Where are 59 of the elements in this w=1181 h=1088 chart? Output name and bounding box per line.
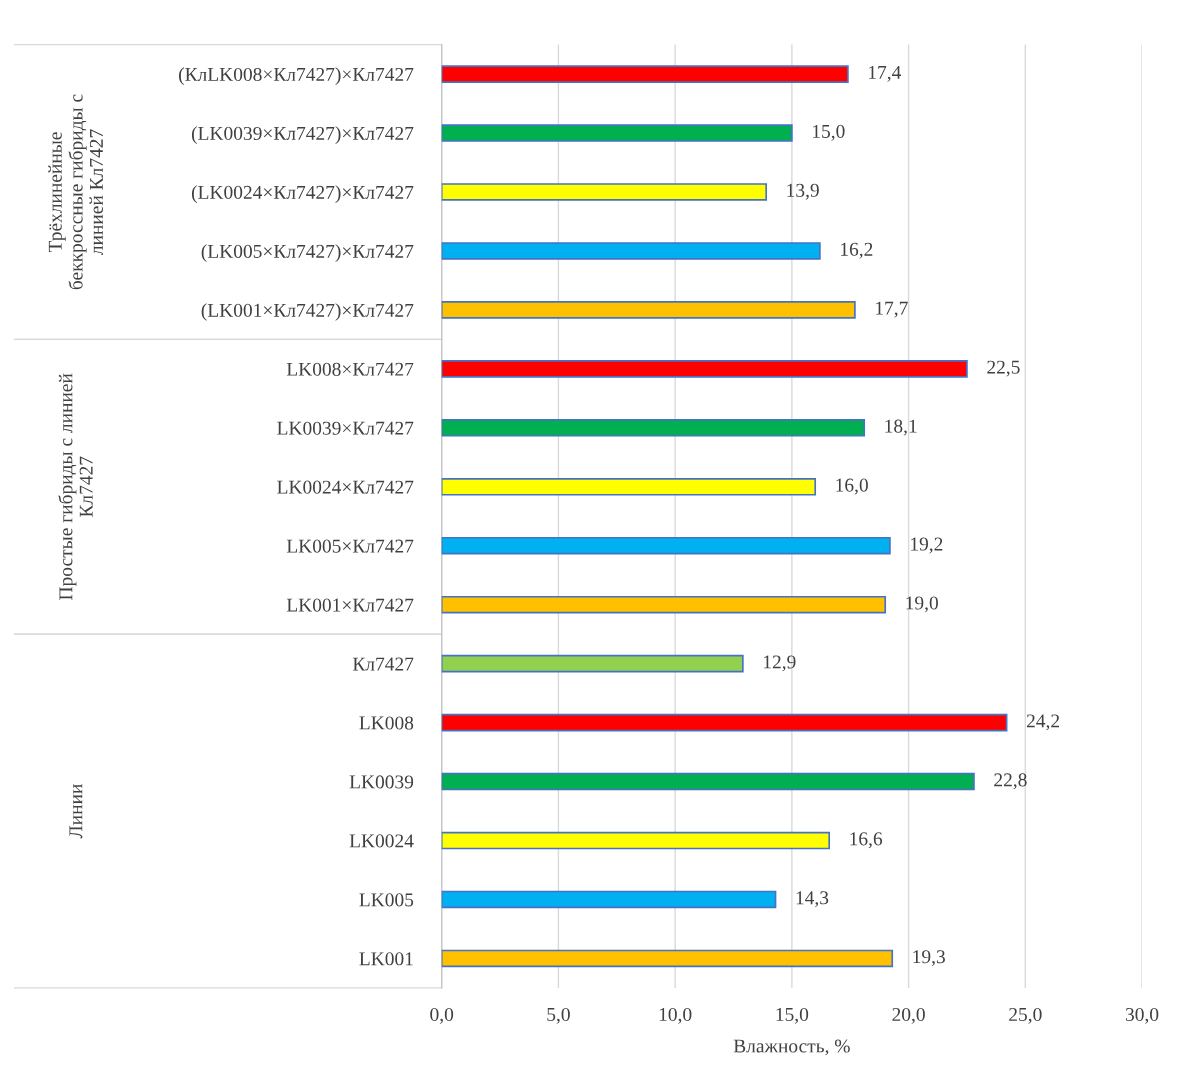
x-tick-label: 30,0 <box>1125 1007 1159 1024</box>
data-label: 12,9 <box>763 655 796 672</box>
y-tick-label: Кл7427 <box>352 657 414 671</box>
data-label: 17,4 <box>869 65 902 82</box>
y-tick-label: LK0039×Кл7427 <box>277 421 414 435</box>
bar <box>441 301 856 319</box>
bar <box>441 772 975 791</box>
x-axis-title: Влажность, % <box>733 1039 850 1056</box>
y-tick-label: LK008×Кл7427 <box>286 362 414 376</box>
text: Простые гибриды с линией Кл7427 <box>58 373 93 600</box>
data-label: 14,3 <box>796 891 829 908</box>
bar <box>441 419 866 437</box>
data-label: 17,7 <box>876 301 908 318</box>
bar <box>441 536 891 555</box>
bar <box>441 65 849 83</box>
bar <box>441 831 831 850</box>
y-tick-label: (LK001×Кл7427)×Кл7427 <box>201 303 414 321</box>
bar <box>441 477 817 496</box>
data-label: 19,3 <box>913 950 945 967</box>
x-tick-label: 5,0 <box>547 1007 570 1024</box>
data-label: 24,2 <box>1026 714 1060 731</box>
y-tick-label: (LK0039×Кл7427)×Кл7427 <box>191 126 414 144</box>
data-label: 19,2 <box>911 537 943 554</box>
bar <box>441 890 777 909</box>
x-tick-label: 10,0 <box>659 1007 692 1024</box>
x-tick-label: 0,0 <box>430 1007 454 1024</box>
data-label: 16,0 <box>836 478 868 495</box>
y-tick-label: (LK0024×Кл7427)×Кл7427 <box>191 185 414 203</box>
data-label: 16,2 <box>841 242 873 259</box>
text: Линии <box>69 784 83 839</box>
data-label: 19,0 <box>906 596 938 613</box>
bar <box>441 242 821 260</box>
data-label: 15,0 <box>813 124 845 141</box>
y-tick-label: (LK005×Кл7427)×Кл7427 <box>201 244 414 262</box>
y-tick-label: (КлLK008×Кл7427)×Кл7427 <box>179 67 414 85</box>
data-label: 22,5 <box>987 360 1020 377</box>
bar <box>441 654 744 673</box>
text: Трёхлинейные беккроссные гибриды с линией Кл7427 <box>48 94 103 290</box>
data-label: 16,6 <box>850 832 883 849</box>
y-tick-label: LK0024 <box>349 834 414 848</box>
bar <box>441 360 968 378</box>
y-tick-label: LK005×Кл7427 <box>286 539 414 553</box>
y-tick-label: LK0024×Кл7427 <box>277 480 414 494</box>
y-tick-label: LK008 <box>359 716 414 730</box>
data-label: 13,9 <box>787 183 819 200</box>
bar <box>441 124 793 142</box>
bar <box>441 183 768 201</box>
bar <box>441 949 894 968</box>
y-tick-label: LK001×Кл7427 <box>286 598 414 612</box>
bar <box>441 595 887 614</box>
x-tick-label: 25,0 <box>1009 1007 1042 1024</box>
y-tick-label: LK005 <box>359 893 414 907</box>
bar <box>441 713 1008 732</box>
x-tick-label: 15,0 <box>776 1007 809 1024</box>
y-tick-label: LK0039 <box>349 775 414 789</box>
data-label: 22,8 <box>994 773 1027 790</box>
x-tick-label: 20,0 <box>892 1007 925 1024</box>
data-label: 18,1 <box>885 419 917 436</box>
y-tick-label: LK001 <box>359 952 413 966</box>
